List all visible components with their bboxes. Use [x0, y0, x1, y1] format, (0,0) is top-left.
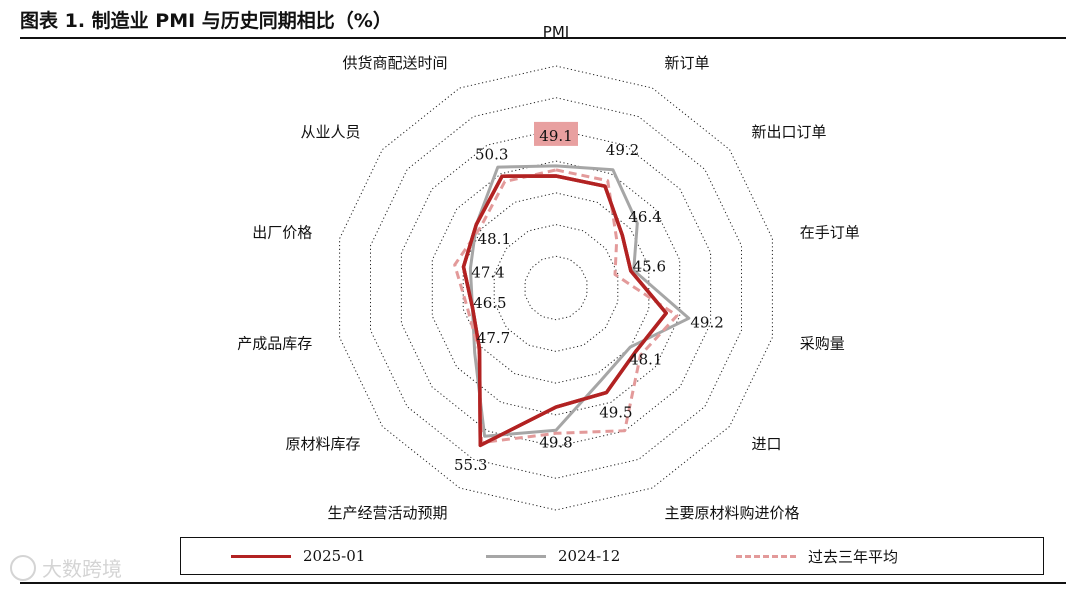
- bottom-rule: [20, 582, 1066, 584]
- top-rule: [20, 37, 1066, 39]
- pmi-highlight-box: [534, 121, 578, 146]
- data-label-采购量: 49.2: [690, 314, 723, 332]
- legend-label-2025-01: 2025-01: [303, 547, 366, 565]
- legend-item-2025-01: 2025-01: [231, 538, 365, 574]
- axis-label-新订单: 新订单: [665, 54, 710, 72]
- grid-ring-7: [339, 65, 773, 511]
- data-label-产成品库存: 46.5: [473, 294, 506, 312]
- data-label-从业人员: 48.1: [478, 230, 511, 248]
- series-line-2024-12: [468, 164, 691, 438]
- grid-ring-6: [370, 97, 742, 479]
- grid-ring-1: [524, 255, 588, 321]
- axis-label-产成品库存: 产成品库存: [237, 335, 312, 353]
- axis-label-从业人员: 从业人员: [300, 123, 360, 141]
- watermark: 大数跨境: [10, 553, 122, 582]
- axis-label-供货商配送时间: 供货商配送时间: [342, 54, 447, 72]
- legend-swatch-2025-01: [231, 554, 291, 558]
- watermark-logo-icon: [10, 554, 36, 581]
- axis-label-采购量: 采购量: [800, 335, 845, 353]
- data-label-生产: 49.8: [539, 433, 572, 451]
- axis-label-在手订单: 在手订单: [800, 223, 860, 241]
- legend-swatch-2024-12: [486, 554, 546, 558]
- data-label-主要原材料购进价格: 49.5: [599, 403, 632, 421]
- axis-label-生产经营活动预期: 生产经营活动预期: [327, 504, 447, 522]
- series-line-2025-01-front: [461, 174, 668, 448]
- axis-label-新出口订单: 新出口订单: [752, 123, 827, 141]
- grid-ring-5: [400, 128, 712, 448]
- legend: 2025-01 2024-12 过去三年平均: [180, 537, 1044, 575]
- axis-label-进口: 进口: [752, 435, 782, 453]
- chart-title: 图表 1. 制造业 PMI 与历史同期相比（%）: [20, 10, 392, 32]
- legend-item-2024-12: 2024-12: [486, 538, 620, 574]
- grid-ring-3: [462, 192, 650, 384]
- axis-label-出厂价格: 出厂价格: [252, 223, 312, 241]
- data-label-新订单: 49.2: [606, 141, 639, 159]
- grid-ring-2: [493, 224, 619, 352]
- watermark-text: 大数跨境: [42, 557, 122, 581]
- data-label-进口: 48.1: [629, 351, 662, 369]
- data-label-生产经营活动预期: 55.3: [454, 456, 487, 474]
- radar-chart: PMI新订单新出口订单在手订单采购量进口主要原材料购进价格生产生产经营活动预期原…: [237, 23, 860, 522]
- radar-labels: PMI新订单新出口订单在手订单采购量进口主要原材料购进价格生产生产经营活动预期原…: [237, 23, 860, 522]
- legend-label-2024-12: 2024-12: [558, 547, 621, 565]
- legend-swatch-three-year-avg: [736, 554, 796, 558]
- data-label-出厂价格: 47.4: [471, 264, 504, 282]
- axis-label-原材料库存: 原材料库存: [285, 435, 360, 453]
- axis-label-主要原材料购进价格: 主要原材料购进价格: [665, 504, 800, 522]
- legend-item-three-year-avg: 过去三年平均: [736, 538, 898, 574]
- data-label-在手订单: 45.6: [633, 258, 666, 276]
- radar-series: [453, 164, 691, 448]
- data-label-原材料库存: 47.7: [477, 329, 510, 347]
- grid-ring-4: [431, 160, 681, 416]
- axis-label-PMI: PMI: [543, 23, 569, 41]
- data-label-供货商配送时间: 50.3: [475, 146, 508, 164]
- legend-label-three-year-avg: 过去三年平均: [808, 547, 899, 566]
- data-label-新出口订单: 46.4: [628, 208, 661, 226]
- data-label-PMI: 49.1: [539, 127, 572, 145]
